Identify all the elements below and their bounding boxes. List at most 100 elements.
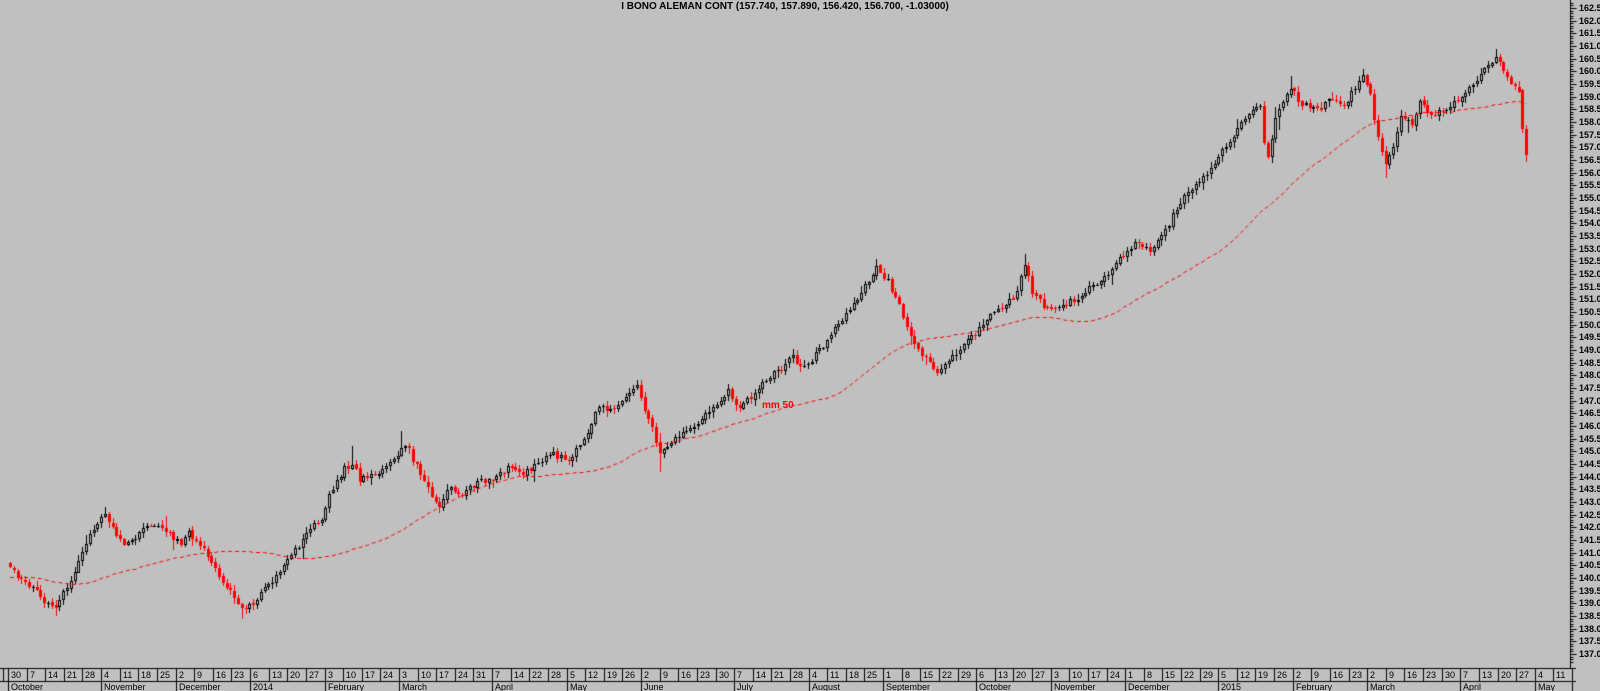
week-date-label: 28	[551, 670, 562, 680]
week-date-label: 2	[1296, 670, 1302, 680]
week-date-label: 7	[30, 670, 36, 680]
week-date-label: 6	[979, 670, 985, 680]
week-date-label: 13	[272, 670, 283, 680]
week-date-label: 23	[1426, 670, 1437, 680]
price-tick-label: 158.5	[1579, 104, 1600, 114]
week-date-label: 5	[1221, 670, 1227, 680]
week-date-label: 12	[1240, 670, 1251, 680]
week-date-label: 16	[681, 670, 692, 680]
price-tick-label: 138.5	[1579, 611, 1600, 621]
month-label: September	[886, 682, 931, 691]
price-tick-label: 148.0	[1579, 370, 1600, 380]
month-label: October	[979, 682, 1012, 691]
week-date-label: 28	[793, 670, 804, 680]
price-tick-label: 161.5	[1579, 28, 1600, 38]
week-date-label: 3	[402, 670, 408, 680]
week-date-label: 11	[830, 670, 840, 680]
month-label: February	[328, 682, 365, 691]
week-date-label: 25	[160, 670, 171, 680]
price-tick-label: 142.5	[1579, 510, 1600, 520]
price-tick-label: 140.5	[1579, 560, 1600, 570]
week-date-label: 17	[439, 670, 450, 680]
price-tick-label: 150.5	[1579, 307, 1600, 317]
price-tick-label: 152.0	[1579, 269, 1600, 279]
week-date-label: 29	[1203, 670, 1214, 680]
week-date-label: 25	[867, 670, 878, 680]
price-tick-label: 161.0	[1579, 41, 1600, 51]
week-date-label: 14	[514, 670, 525, 680]
week-date-label: 11	[1556, 670, 1566, 680]
month-label: March	[1370, 682, 1396, 691]
week-date-label: 15	[923, 670, 934, 680]
price-tick-label: 143.5	[1579, 484, 1600, 494]
price-tick-label: 145.0	[1579, 446, 1600, 456]
month-label: February	[1296, 682, 1333, 691]
week-date-label: 22	[532, 670, 543, 680]
week-date-label: 24	[458, 670, 469, 680]
week-date-label: 22	[1184, 670, 1195, 680]
week-date-label: 23	[700, 670, 711, 680]
month-label: April	[1463, 682, 1482, 691]
price-tick-label: 156.0	[1579, 168, 1600, 178]
week-date-label: 12	[588, 670, 599, 680]
price-tick-label: 153.5	[1579, 231, 1600, 241]
price-tick-label: 153.0	[1579, 244, 1600, 254]
week-date-label: 18	[849, 670, 860, 680]
price-tick-label: 157.5	[1579, 130, 1600, 140]
month-label: July	[737, 682, 754, 691]
week-date-label: 4	[1538, 670, 1544, 680]
month-label: December	[179, 682, 221, 691]
price-tick-label: 159.5	[1579, 79, 1600, 89]
week-date-label: 31	[476, 670, 487, 680]
week-date-label: 23	[234, 670, 245, 680]
week-date-label: 30	[719, 670, 730, 680]
week-date-label: 11	[123, 670, 133, 680]
month-label: March	[402, 682, 428, 691]
week-date-label: 27	[309, 670, 320, 680]
week-date-label: 3	[1054, 670, 1060, 680]
week-date-label: 21	[774, 670, 785, 680]
week-date-label: 19	[607, 670, 618, 680]
week-date-label: 9	[1314, 670, 1320, 680]
week-date-label: 20	[290, 670, 301, 680]
ma50-label: mm 50	[762, 400, 794, 411]
week-date-label: 16	[216, 670, 227, 680]
month-label: 2015	[1221, 682, 1242, 691]
week-date-label: 22	[942, 670, 953, 680]
week-date-label: 7	[737, 670, 743, 680]
price-tick-label: 162.5	[1579, 3, 1600, 13]
week-date-label: 28	[85, 670, 96, 680]
price-tick-label: 143.0	[1579, 497, 1600, 507]
price-tick-label: 151.5	[1579, 282, 1600, 292]
week-date-label: 20	[1501, 670, 1512, 680]
week-date-label: 20	[1016, 670, 1027, 680]
chart-title: I BONO ALEMAN CONT (157.740, 157.890, 15…	[621, 1, 949, 12]
week-date-label: 9	[1389, 670, 1395, 680]
price-tick-label: 149.0	[1579, 345, 1600, 355]
week-date-label: 17	[365, 670, 376, 680]
week-date-label: 10	[346, 670, 357, 680]
week-date-label: 13	[998, 670, 1009, 680]
week-date-label: 2	[1370, 670, 1376, 680]
price-tick-label: 148.5	[1579, 358, 1600, 368]
month-label: June	[644, 682, 664, 691]
week-date-label: 1	[886, 670, 892, 680]
week-date-label: 14	[756, 670, 767, 680]
week-date-label: 16	[1333, 670, 1344, 680]
week-date-label: 2	[644, 670, 650, 680]
week-date-label: 29	[961, 670, 972, 680]
week-date-label: 6	[253, 670, 259, 680]
week-date-label: 19	[1258, 670, 1269, 680]
price-tick-label: 157.0	[1579, 142, 1600, 152]
week-date-label: 7	[495, 670, 501, 680]
price-tick-label: 160.0	[1579, 66, 1600, 76]
week-date-label: 26	[625, 670, 636, 680]
price-tick-label: 154.0	[1579, 218, 1600, 228]
price-tick-label: 154.5	[1579, 206, 1600, 216]
week-date-label: 26	[1277, 670, 1288, 680]
week-date-label: 16	[1407, 670, 1418, 680]
month-label: November	[1054, 682, 1096, 691]
price-tick-label: 160.5	[1579, 54, 1600, 64]
